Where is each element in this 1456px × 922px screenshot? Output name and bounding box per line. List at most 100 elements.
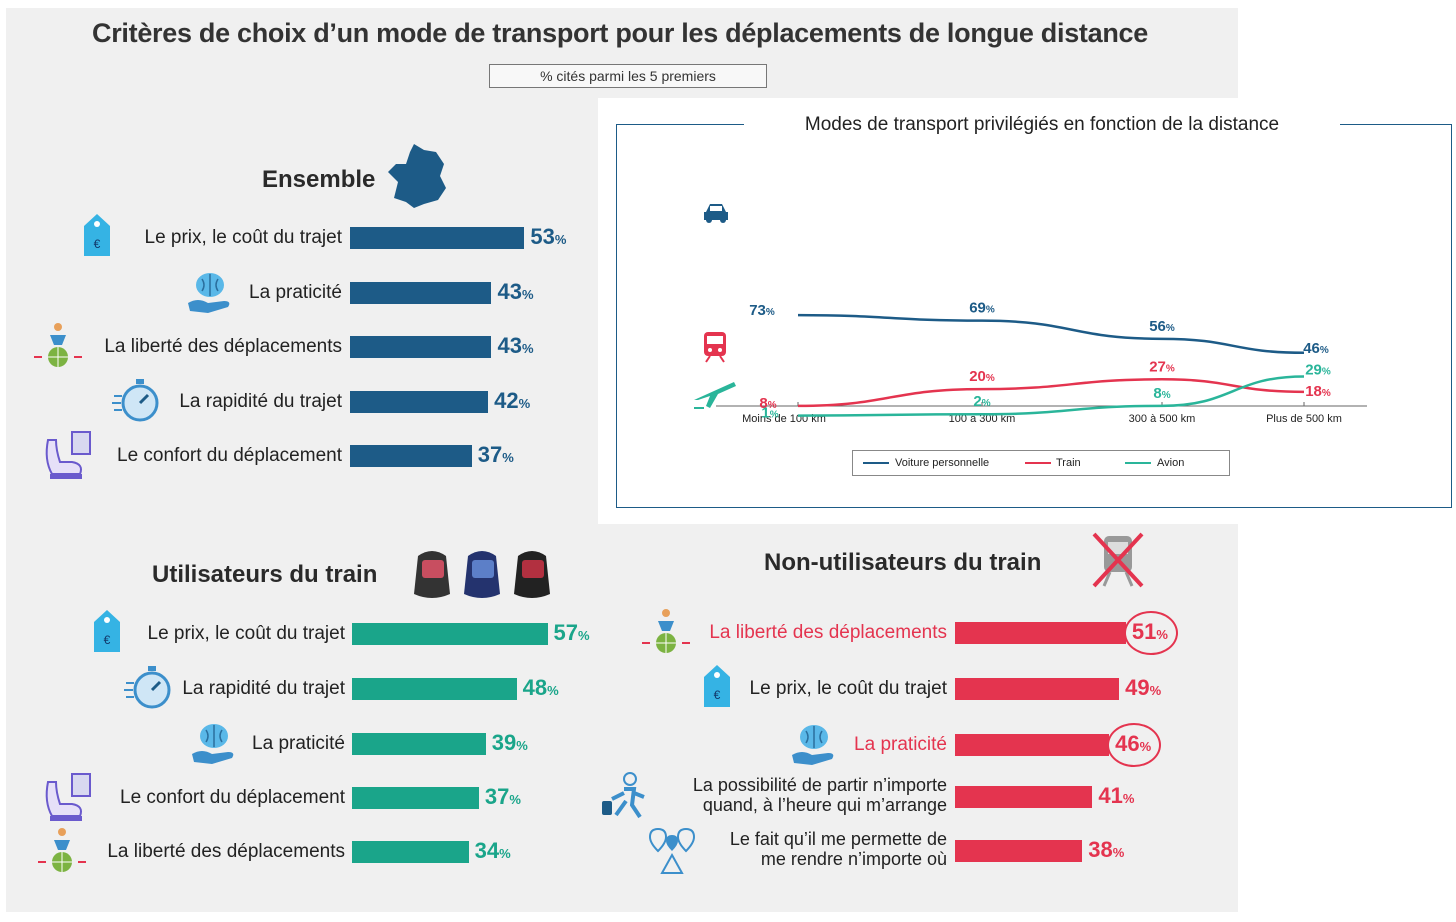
line-chart: Moins de 100 km 100 à 300 km 300 à 500 km P… bbox=[694, 204, 1367, 425]
non-utilisateurs-value-unit-3: % bbox=[1122, 791, 1135, 806]
data-label-unit-avion-2: % bbox=[1162, 390, 1171, 401]
utilisateurs-category-label-4: La liberté des déplacements bbox=[107, 832, 345, 872]
globe-person-icon bbox=[640, 607, 692, 660]
utilisateurs-bar-2 bbox=[352, 733, 486, 755]
utilisateurs-value-4: 34% bbox=[475, 836, 511, 866]
stopwatch-icon bbox=[124, 663, 172, 716]
section-title-ensemble: Ensemble bbox=[262, 166, 376, 193]
ensemble-category-label-2: La liberté des déplacements bbox=[104, 327, 342, 367]
legend-train: Train bbox=[1056, 457, 1081, 469]
running-person-icon bbox=[600, 771, 652, 832]
data-label-unit-voiture-3: % bbox=[1320, 345, 1329, 356]
stopwatch-icon bbox=[112, 376, 160, 429]
non-utilisateurs-highlight-circle-0 bbox=[1123, 611, 1178, 655]
series-line-voiture bbox=[797, 313, 1305, 355]
non-utilisateurs-bar-1 bbox=[955, 678, 1120, 700]
svg-text:€: € bbox=[104, 633, 111, 647]
utilisateurs-category-line-2-0: La praticité bbox=[252, 733, 345, 754]
data-label-unit-voiture-0: % bbox=[766, 307, 775, 318]
ensemble-category-label-3: La rapidité du trajet bbox=[179, 382, 342, 422]
non-utilisateurs-category-line-2-0: La praticité bbox=[854, 734, 947, 755]
utilisateurs-value-unit-0: % bbox=[577, 628, 590, 643]
ensemble-category-line-0-0: Le prix, le coût du trajet bbox=[144, 227, 343, 248]
utilisateurs-value-number-4: 34 bbox=[474, 838, 500, 863]
car-icon bbox=[704, 204, 728, 223]
data-label-train-0: 8% bbox=[759, 395, 776, 412]
utilisateurs-value-unit-2: % bbox=[516, 738, 528, 753]
subtitle-box: % cités parmi les 5 premiers bbox=[489, 64, 767, 88]
non-utilisateurs-bar-3 bbox=[955, 786, 1093, 808]
utilisateurs-bar-4 bbox=[352, 841, 469, 863]
price-tag-icon: € bbox=[702, 663, 732, 714]
utilisateurs-value-unit-3: % bbox=[509, 792, 521, 807]
non-utilisateurs-category-line-4-0: Le fait qu’il me permette de bbox=[729, 829, 947, 849]
ensemble-value-number-1: 43 bbox=[497, 279, 522, 304]
utilisateurs-value-3: 37% bbox=[485, 782, 521, 812]
brain-hand-icon bbox=[184, 267, 236, 320]
ensemble-value-unit-0: % bbox=[554, 232, 567, 247]
data-label-unit-avion-3: % bbox=[1322, 367, 1331, 378]
ensemble-value-4: 37% bbox=[478, 440, 514, 470]
svg-text:€: € bbox=[94, 237, 101, 251]
ensemble-value-unit-3: % bbox=[518, 396, 531, 411]
data-label-avion-2: 8% bbox=[1153, 385, 1170, 402]
data-label-avion-1: 2% bbox=[973, 393, 990, 410]
non-utilisateurs-value-1: 49% bbox=[1125, 673, 1161, 703]
data-label-voiture-3: 46% bbox=[1303, 340, 1329, 357]
non-utilisateurs-value-unit-1: % bbox=[1149, 683, 1162, 698]
ensemble-value-number-3: 42 bbox=[494, 388, 519, 413]
non-utilisateurs-value-number-4: 38 bbox=[1088, 837, 1113, 862]
utilisateurs-bar-0 bbox=[352, 623, 548, 645]
ensemble-value-unit-1: % bbox=[521, 287, 534, 302]
series-line-train bbox=[797, 378, 1305, 408]
non-utilisateurs-category-line-4-1: me rendre n’importe où bbox=[760, 849, 947, 869]
trains-fronts-icon bbox=[412, 546, 556, 609]
utilisateurs-category-label-1: La rapidité du trajet bbox=[182, 669, 345, 709]
non-utilisateurs-category-line-1-0: Le prix, le coût du trajet bbox=[749, 678, 948, 699]
data-label-train-3: 18% bbox=[1305, 383, 1331, 400]
ensemble-value-number-2: 43 bbox=[497, 333, 522, 358]
section-title-utilisateurs: Utilisateurs du train bbox=[152, 561, 378, 588]
non-utilisateurs-value-4: 38% bbox=[1088, 835, 1124, 865]
ensemble-category-label-4: Le confort du déplacement bbox=[117, 436, 342, 476]
non-utilisateurs-category-line-0-0: La liberté des déplacements bbox=[709, 622, 947, 643]
section-title-non-utilisateurs: Non-utilisateurs du train bbox=[764, 549, 1042, 576]
non-utilisateurs-bar-2 bbox=[955, 734, 1110, 756]
utilisateurs-value-0: 57% bbox=[554, 618, 590, 648]
data-label-train-1: 20% bbox=[969, 368, 995, 385]
utilisateurs-value-2: 39% bbox=[492, 728, 528, 758]
utilisateurs-category-label-0: Le prix, le coût du trajet bbox=[148, 614, 346, 654]
non-utilisateurs-category-line-3-0: La possibilité de partir n’importe bbox=[692, 775, 947, 795]
ensemble-bar-2 bbox=[350, 336, 492, 358]
line-chart-title: Modes de transport privilégiés en foncti… bbox=[744, 112, 1340, 138]
data-label-unit-train-0: % bbox=[768, 400, 777, 411]
utilisateurs-category-line-1-0: La rapidité du trajet bbox=[182, 678, 345, 699]
ensemble-bar-0 bbox=[350, 227, 525, 249]
x-tick-label-2: 300 à 500 km bbox=[1129, 413, 1196, 425]
non-utilisateurs-category-line-3-1: quand, à l’heure qui m’arrange bbox=[702, 795, 947, 815]
legend-avion: Avion bbox=[1157, 457, 1185, 469]
ensemble-category-line-1-0: La praticité bbox=[249, 282, 342, 303]
map-pins-icon bbox=[646, 825, 698, 882]
non-utilisateurs-highlight-circle-2 bbox=[1107, 723, 1162, 767]
globe-person-icon bbox=[36, 826, 88, 879]
utilisateurs-value-unit-4: % bbox=[499, 846, 511, 861]
x-tick-label-3: Plus de 500 km bbox=[1266, 413, 1342, 425]
utilisateurs-category-line-4-0: La liberté des déplacements bbox=[107, 841, 345, 862]
data-label-avion-3: 29% bbox=[1305, 362, 1331, 379]
utilisateurs-bar-1 bbox=[352, 678, 517, 700]
utilisateurs-value-number-3: 37 bbox=[484, 784, 510, 809]
series-line-avion bbox=[797, 375, 1305, 417]
non-utilisateurs-bar-0 bbox=[955, 622, 1126, 644]
france-map-icon bbox=[384, 142, 452, 215]
ensemble-category-line-3-0: La rapidité du trajet bbox=[179, 391, 342, 412]
ensemble-category-line-4-0: Le confort du déplacement bbox=[117, 445, 342, 466]
utilisateurs-category-label-3: Le confort du déplacement bbox=[120, 778, 345, 818]
ensemble-category-label-1: La praticité bbox=[249, 273, 342, 313]
ensemble-value-3: 42% bbox=[494, 386, 530, 416]
ensemble-value-0: 53% bbox=[530, 222, 566, 252]
ensemble-bar-3 bbox=[350, 391, 489, 413]
line-chart-legend: Voiture personnelle Train Avion bbox=[852, 450, 1230, 476]
ensemble-value-unit-4: % bbox=[502, 450, 514, 465]
ensemble-value-1: 43% bbox=[497, 277, 533, 307]
